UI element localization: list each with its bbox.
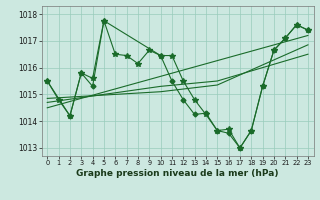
X-axis label: Graphe pression niveau de la mer (hPa): Graphe pression niveau de la mer (hPa) (76, 169, 279, 178)
